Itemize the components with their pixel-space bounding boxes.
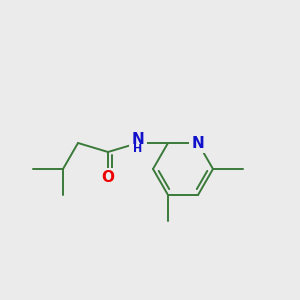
Text: N: N (192, 136, 204, 151)
Text: O: O (101, 170, 115, 185)
Text: N: N (132, 131, 144, 146)
Text: H: H (134, 144, 142, 154)
